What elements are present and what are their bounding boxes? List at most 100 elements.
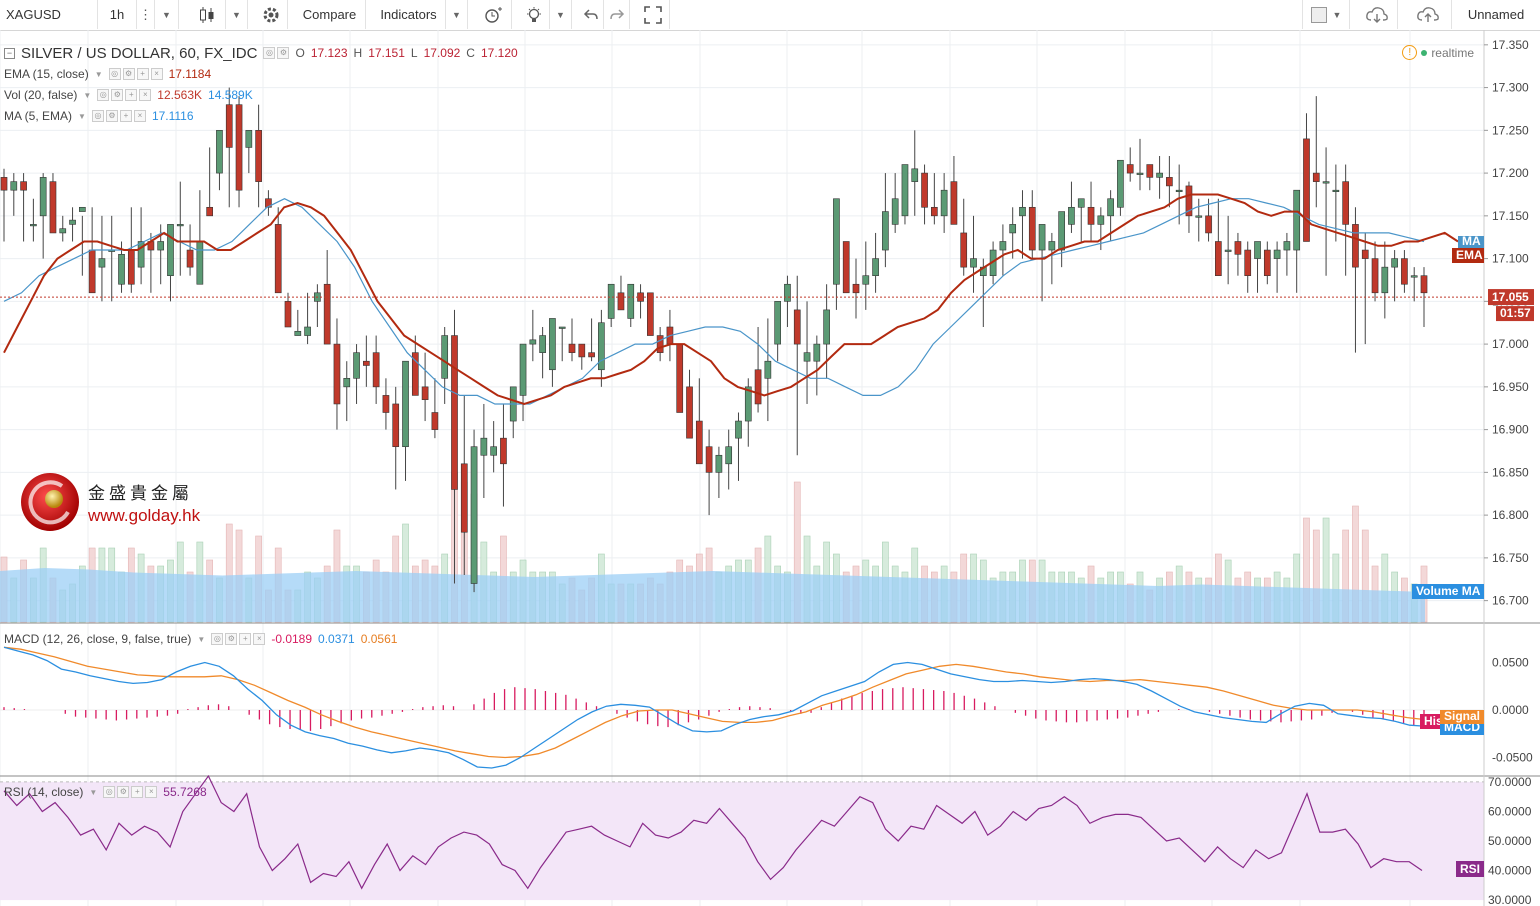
candle-body bbox=[1244, 249, 1252, 276]
candle-body bbox=[950, 181, 958, 225]
close-icon[interactable]: × bbox=[139, 89, 152, 101]
candle bbox=[235, 96, 243, 208]
candle-body bbox=[793, 309, 801, 345]
compare-button[interactable]: Compare bbox=[294, 0, 366, 29]
settings-icon[interactable]: ⚙ bbox=[277, 47, 290, 59]
layout-button[interactable]: ▼ bbox=[1302, 0, 1350, 29]
settings-icon[interactable]: ⚙ bbox=[105, 110, 118, 122]
candle bbox=[1009, 207, 1017, 259]
settings-icon[interactable]: ⚙ bbox=[111, 89, 124, 101]
eye-icon[interactable]: ◎ bbox=[108, 68, 121, 80]
chevron-down-icon[interactable]: ▼ bbox=[89, 787, 98, 797]
chevron-down-icon[interactable]: ▼ bbox=[197, 634, 206, 644]
macd-controls[interactable]: ◎ ⚙ + × bbox=[211, 633, 266, 645]
ma-line bbox=[3, 198, 1425, 405]
interval-dropdown-button[interactable]: ▼ bbox=[155, 0, 179, 29]
vol-controls[interactable]: ◎ ⚙ + × bbox=[97, 89, 152, 101]
macd-name[interactable]: MACD (12, 26, close, 9, false, true) bbox=[4, 632, 192, 646]
ema-controls[interactable]: ◎ ⚙ + × bbox=[108, 68, 163, 80]
eye-icon[interactable]: ◎ bbox=[91, 110, 104, 122]
redo-button[interactable] bbox=[604, 0, 630, 29]
candle-body bbox=[852, 283, 860, 294]
main-series-legend: − SILVER / US DOLLAR, 60, FX_IDC ◎ ⚙ O 17.… bbox=[4, 44, 518, 62]
candle bbox=[921, 164, 928, 225]
candle bbox=[480, 403, 488, 499]
candle-body bbox=[970, 258, 977, 268]
indicators-button[interactable]: Indicators bbox=[372, 0, 446, 29]
indicators-dropdown[interactable]: ▼ bbox=[446, 0, 468, 29]
candle bbox=[363, 335, 370, 387]
rsi-tick-label: 30.0000 bbox=[1488, 893, 1532, 906]
settings-icon[interactable]: ⚙ bbox=[122, 68, 135, 80]
eye-icon[interactable]: ◎ bbox=[211, 633, 224, 645]
candle-body bbox=[127, 249, 135, 285]
close-icon[interactable]: × bbox=[145, 786, 158, 798]
rsi-tick-label: 40.0000 bbox=[1488, 864, 1532, 878]
ma-controls[interactable]: ◎ ⚙ + × bbox=[91, 110, 146, 122]
plus-icon[interactable]: + bbox=[131, 786, 144, 798]
golday-watermark: 金盛貴金屬 www.golday.hk bbox=[20, 472, 200, 532]
settings-icon[interactable]: ⚙ bbox=[117, 786, 130, 798]
chart-style-button[interactable] bbox=[188, 0, 226, 29]
candle bbox=[686, 369, 693, 439]
settings-button[interactable] bbox=[254, 0, 288, 29]
ma-tag-bg bbox=[1458, 236, 1484, 249]
plus-icon[interactable]: + bbox=[119, 110, 132, 122]
close-icon[interactable]: × bbox=[253, 633, 266, 645]
ema-tag-bg bbox=[1452, 248, 1484, 263]
candle-body bbox=[88, 249, 96, 294]
layout-name-button[interactable]: Unnamed bbox=[1452, 0, 1540, 29]
chevron-down-icon[interactable]: ▼ bbox=[94, 69, 103, 79]
candle bbox=[1322, 147, 1330, 276]
fullscreen-button[interactable] bbox=[636, 0, 670, 29]
macd-tick-label: -0.0500 bbox=[1492, 751, 1533, 765]
chevron-down-icon[interactable]: ▼ bbox=[83, 90, 92, 100]
ideas-dropdown[interactable]: ▼ bbox=[550, 0, 572, 29]
close-icon[interactable]: × bbox=[133, 110, 146, 122]
candle bbox=[1293, 189, 1301, 293]
eye-icon[interactable]: ◎ bbox=[103, 786, 116, 798]
eye-icon[interactable]: ◎ bbox=[97, 89, 110, 101]
candle bbox=[294, 309, 302, 336]
series-legend-controls[interactable]: ◎ ⚙ bbox=[263, 47, 290, 59]
ideas-button[interactable] bbox=[518, 0, 550, 29]
candle bbox=[1273, 241, 1281, 293]
candle bbox=[460, 395, 468, 575]
interval-menu-button[interactable]: ⋮ bbox=[137, 0, 155, 29]
settings-icon[interactable]: ⚙ bbox=[225, 633, 238, 645]
plus-icon[interactable]: + bbox=[239, 633, 252, 645]
symbol-search[interactable]: XAGUSD bbox=[0, 0, 98, 29]
rsi-name[interactable]: RSI (14, close) bbox=[4, 785, 84, 799]
symbol-label: XAGUSD bbox=[6, 7, 61, 22]
interval-button[interactable]: 1h bbox=[98, 0, 137, 29]
candle-body bbox=[686, 386, 693, 439]
candle bbox=[1038, 224, 1046, 302]
ma-name[interactable]: MA (5, EMA) bbox=[4, 109, 73, 123]
alert-button[interactable] bbox=[474, 0, 512, 29]
collapse-icon[interactable]: − bbox=[4, 47, 15, 59]
ema-name[interactable]: EMA (15, close) bbox=[4, 67, 89, 81]
candle bbox=[372, 335, 380, 404]
close-icon[interactable]: × bbox=[150, 68, 163, 80]
candle-body bbox=[1420, 275, 1428, 294]
chevron-down-icon[interactable]: ▼ bbox=[78, 111, 86, 121]
plus-icon[interactable]: + bbox=[136, 68, 149, 80]
chart-area[interactable]: 17.350 17.300 17.250 17.200 17.150 17.100 17.0… bbox=[0, 30, 1540, 906]
load-chart-button[interactable] bbox=[1356, 0, 1398, 29]
rsi-controls[interactable]: ◎ ⚙ + × bbox=[103, 786, 158, 798]
candle bbox=[98, 215, 106, 302]
candle bbox=[970, 215, 977, 293]
undo-button[interactable] bbox=[578, 0, 604, 29]
save-chart-button[interactable] bbox=[1404, 0, 1452, 29]
price-tick-label: 17.250 bbox=[1492, 123, 1529, 137]
eye-icon[interactable]: ◎ bbox=[263, 47, 276, 59]
candle-body bbox=[392, 403, 400, 448]
warning-icon[interactable]: ! bbox=[1402, 45, 1418, 60]
candle-body bbox=[960, 232, 968, 268]
candle-body bbox=[598, 322, 605, 371]
candle-body bbox=[441, 335, 449, 379]
plus-icon[interactable]: + bbox=[125, 89, 138, 101]
chart-style-dropdown[interactable]: ▼ bbox=[226, 0, 248, 29]
vol-name[interactable]: Vol (20, false) bbox=[4, 88, 78, 102]
candle bbox=[1185, 181, 1193, 233]
